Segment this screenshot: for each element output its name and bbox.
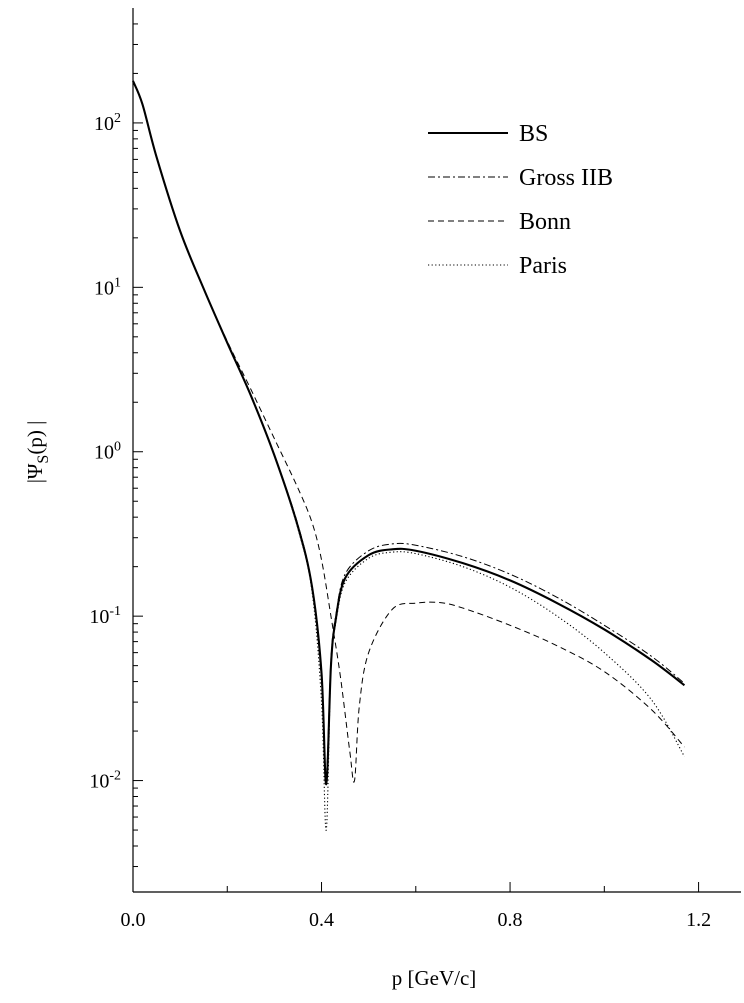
y-ticks: 102 101 100 10-1 10-2 bbox=[89, 23, 143, 868]
y-tick-label: 10-2 bbox=[89, 769, 121, 793]
y-axis-title: |ΨS(p) | bbox=[23, 421, 52, 484]
x-axis-title: p [GeV/c] bbox=[392, 966, 477, 990]
series-line-bonn bbox=[132, 80, 685, 783]
legend-label: Bonn bbox=[519, 209, 571, 235]
y-tick-label: 102 bbox=[94, 111, 121, 135]
y-tick-label: 101 bbox=[94, 275, 121, 299]
series-group bbox=[132, 80, 686, 831]
y-axis-title-subscript: S bbox=[35, 455, 52, 464]
legend-label: Paris bbox=[519, 253, 567, 279]
legend-label: Gross IIB bbox=[519, 165, 613, 191]
x-tick-label: 1.2 bbox=[686, 909, 711, 931]
y-axis-title-tail: (p) | bbox=[23, 421, 47, 455]
x-tick-label: 0.4 bbox=[309, 909, 334, 931]
x-tick-label: 0.0 bbox=[121, 909, 146, 931]
y-axis-title-main: |Ψ bbox=[23, 463, 47, 483]
legend: BS Gross IIB Bonn Paris bbox=[428, 121, 613, 279]
axes bbox=[132, 8, 741, 893]
y-tick-label: 10-1 bbox=[89, 604, 121, 628]
legend-label: BS bbox=[519, 121, 548, 147]
x-tick-label: 0.8 bbox=[498, 909, 523, 931]
y-tick-label: 100 bbox=[94, 440, 121, 464]
x-ticks: 0.0 0.4 0.8 1.2 bbox=[121, 882, 711, 931]
series-line-paris bbox=[132, 80, 685, 831]
